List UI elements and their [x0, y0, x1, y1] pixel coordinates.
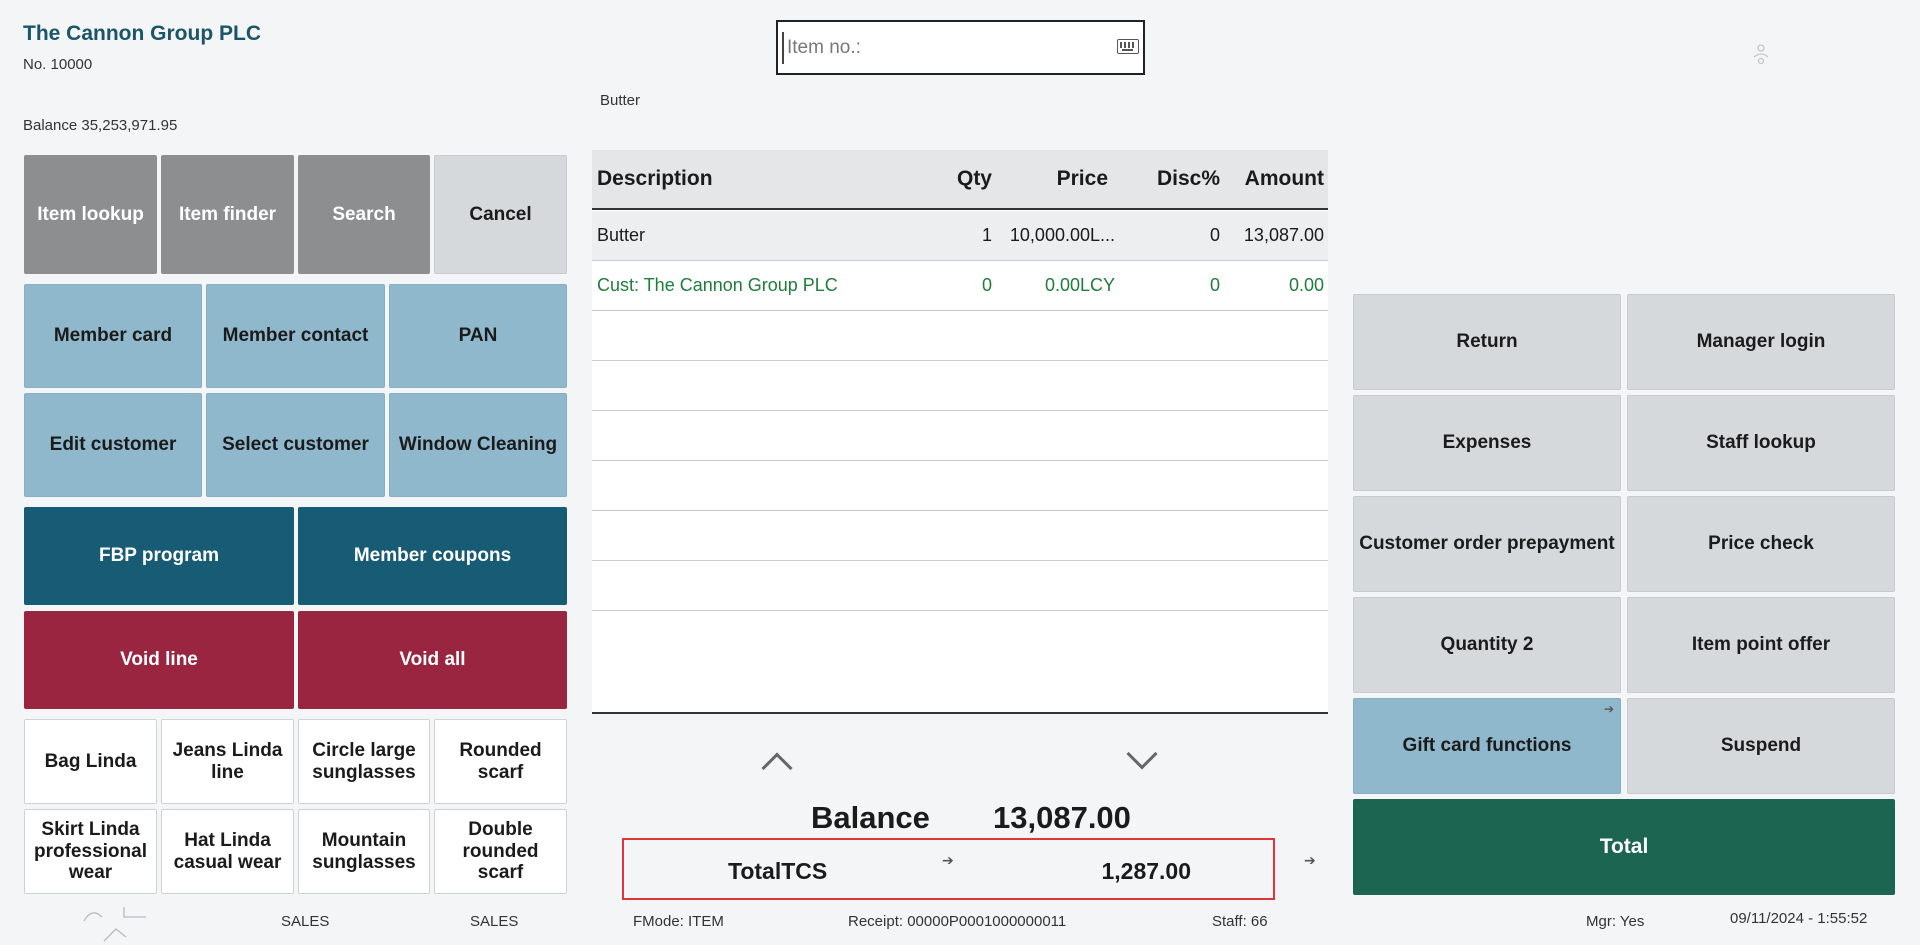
row-amount: 0.00 [1288, 275, 1324, 295]
item-finder-button[interactable]: Item finder [161, 155, 294, 274]
scroll-down-icon[interactable] [1126, 738, 1158, 770]
balance-label: Balance [811, 800, 930, 835]
column-header-description: Description [597, 167, 713, 190]
row-price: 0.00LCY [1044, 275, 1115, 295]
window-cleaning-button[interactable]: Window Cleaning [389, 393, 567, 497]
balance-value: 13,087.00 [993, 800, 1131, 835]
profile-icon[interactable] [1749, 40, 1773, 66]
member-coupons-button[interactable]: Member coupons [298, 507, 567, 605]
status-datetime: 09/11/2024 - 1:55:52 [1730, 910, 1868, 927]
search-button[interactable]: Search [298, 155, 430, 274]
status-tab-sales[interactable]: SALES [281, 913, 330, 930]
item-input-box [776, 20, 1145, 75]
table-header: Description Qty Price Disc% Amount [592, 150, 1328, 210]
customer-balance: Balance 35,253,971.95 [23, 117, 178, 134]
void-all-button[interactable]: Void all [298, 611, 567, 709]
last-scanned-item: Butter [600, 92, 641, 109]
keyboard-icon[interactable] [1117, 39, 1139, 54]
arrow-right-icon: ➔ [942, 852, 954, 868]
product-button-hat-linda[interactable]: Hat Linda casual wear [161, 809, 294, 894]
item-point-offer-button[interactable]: Item point offer [1627, 597, 1895, 693]
member-card-button[interactable]: Member card [24, 284, 202, 388]
gift-card-functions-button[interactable]: Gift card functions ➔ [1353, 698, 1621, 794]
cancel-button[interactable]: Cancel [434, 155, 567, 274]
column-header-qty: Qty [956, 167, 992, 190]
row-description: Butter [597, 225, 646, 245]
gift-card-functions-label: Gift card functions [1402, 735, 1572, 757]
empty-row [592, 311, 1328, 361]
totals-next-arrow-icon[interactable]: ➔ [1304, 852, 1316, 868]
return-button[interactable]: Return [1353, 294, 1621, 390]
item-number-input[interactable] [782, 32, 1102, 64]
logo-icon [83, 907, 146, 942]
column-header-price: Price [1056, 167, 1108, 190]
empty-row [592, 461, 1328, 511]
suspend-button[interactable]: Suspend [1627, 698, 1895, 794]
product-button-jeans-linda-line[interactable]: Jeans Linda line [161, 719, 294, 804]
status-receipt: Receipt: 00000P0001000000011 [848, 913, 1067, 930]
edit-customer-button[interactable]: Edit customer [24, 393, 202, 497]
total-tcs-label: TotalTCS [728, 858, 828, 884]
total-tcs-box[interactable]: TotalTCS ➔ 1,287.00 [622, 838, 1275, 900]
empty-row [592, 511, 1328, 561]
manager-login-button[interactable]: Manager login [1627, 294, 1895, 390]
void-line-button[interactable]: Void line [24, 611, 294, 709]
fbp-program-button[interactable]: FBP program [24, 507, 294, 605]
empty-row [592, 361, 1328, 411]
row-disc: 0 [1209, 275, 1220, 295]
row-qty: 1 [981, 225, 992, 245]
empty-row [592, 611, 1328, 661]
product-button-rounded-scarf[interactable]: Rounded scarf [434, 719, 567, 804]
customer-number: No. 10000 [23, 56, 93, 73]
customer-order-prepayment-button[interactable]: Customer order prepayment [1353, 496, 1621, 592]
row-price: 10,000.00L... [1009, 225, 1115, 245]
product-button-skirt-linda[interactable]: Skirt Linda professional wear [24, 809, 157, 894]
column-header-amount: Amount [1244, 167, 1324, 190]
member-contact-button[interactable]: Member contact [206, 284, 385, 388]
product-button-circle-large-sunglasses[interactable]: Circle large sunglasses [298, 719, 430, 804]
status-fmode: FMode: ITEM [633, 913, 724, 930]
status-manager: Mgr: Yes [1586, 913, 1645, 930]
submenu-arrow-icon: ➔ [1603, 702, 1614, 716]
table-row[interactable]: Butter 1 10,000.00L... 0 13,087.00 [592, 211, 1328, 261]
quantity-2-button[interactable]: Quantity 2 [1353, 597, 1621, 693]
product-button-bag-linda[interactable]: Bag Linda [24, 719, 157, 804]
row-amount: 13,087.00 [1243, 225, 1324, 245]
status-tab-sales-2[interactable]: SALES [470, 913, 519, 930]
total-button[interactable]: Total [1353, 799, 1895, 895]
scroll-up-icon[interactable] [761, 752, 793, 784]
row-disc: 0 [1209, 225, 1220, 245]
product-button-double-rounded-scarf[interactable]: Double rounded scarf [434, 809, 567, 894]
row-description: Cust: The Cannon Group PLC [597, 275, 838, 295]
item-lookup-button[interactable]: Item lookup [24, 155, 157, 274]
price-check-button[interactable]: Price check [1627, 496, 1895, 592]
empty-row [592, 411, 1328, 461]
select-customer-button[interactable]: Select customer [206, 393, 385, 497]
table-row[interactable]: Cust: The Cannon Group PLC 0 0.00LCY 0 0… [592, 261, 1328, 311]
total-tcs-value: 1,287.00 [1101, 858, 1191, 884]
product-button-mountain-sunglasses[interactable]: Mountain sunglasses [298, 809, 430, 894]
column-header-disc: Disc% [1156, 167, 1220, 190]
expenses-button[interactable]: Expenses [1353, 395, 1621, 491]
sales-lines-table: Description Qty Price Disc% Amount Butte… [592, 150, 1328, 714]
customer-name: The Cannon Group PLC [23, 22, 261, 45]
empty-row [592, 561, 1328, 611]
status-staff: Staff: 66 [1212, 913, 1268, 930]
staff-lookup-button[interactable]: Staff lookup [1627, 395, 1895, 491]
pan-button[interactable]: PAN [389, 284, 567, 388]
row-qty: 0 [981, 275, 992, 295]
